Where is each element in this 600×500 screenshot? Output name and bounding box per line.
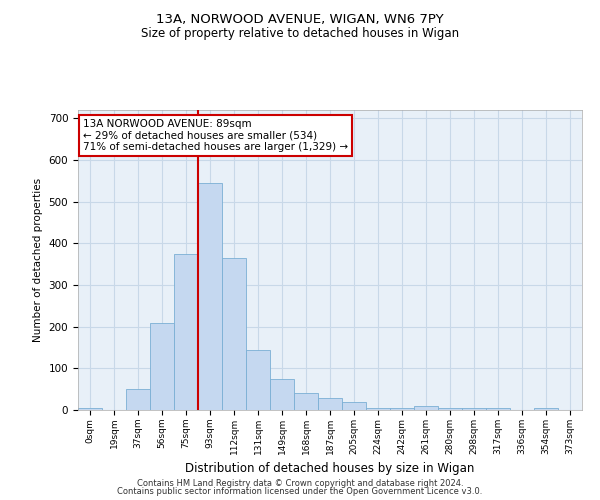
Bar	[174, 254, 198, 410]
Bar	[270, 379, 294, 410]
Bar	[462, 408, 486, 410]
Bar	[414, 406, 438, 410]
Bar	[246, 350, 270, 410]
Bar	[294, 394, 318, 410]
Bar	[126, 389, 150, 410]
Bar	[342, 402, 366, 410]
Bar	[150, 322, 174, 410]
Bar	[318, 398, 342, 410]
Bar	[78, 408, 102, 410]
Text: 13A NORWOOD AVENUE: 89sqm
← 29% of detached houses are smaller (534)
71% of semi: 13A NORWOOD AVENUE: 89sqm ← 29% of detac…	[83, 119, 348, 152]
Bar	[390, 408, 414, 410]
Y-axis label: Number of detached properties: Number of detached properties	[33, 178, 43, 342]
Text: 13A, NORWOOD AVENUE, WIGAN, WN6 7PY: 13A, NORWOOD AVENUE, WIGAN, WN6 7PY	[156, 12, 444, 26]
X-axis label: Distribution of detached houses by size in Wigan: Distribution of detached houses by size …	[185, 462, 475, 475]
Bar	[438, 408, 462, 410]
Bar	[222, 258, 246, 410]
Bar	[534, 408, 558, 410]
Text: Contains HM Land Registry data © Crown copyright and database right 2024.: Contains HM Land Registry data © Crown c…	[137, 478, 463, 488]
Text: Contains public sector information licensed under the Open Government Licence v3: Contains public sector information licen…	[118, 487, 482, 496]
Bar	[366, 408, 390, 410]
Bar	[486, 408, 510, 410]
Text: Size of property relative to detached houses in Wigan: Size of property relative to detached ho…	[141, 28, 459, 40]
Bar	[198, 183, 222, 410]
